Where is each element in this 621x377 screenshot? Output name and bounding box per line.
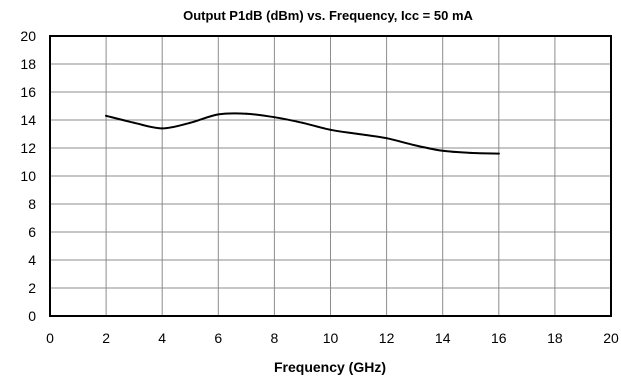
data-point bbox=[105, 114, 108, 117]
x-tick-label: 16 bbox=[491, 330, 507, 346]
grid bbox=[50, 36, 611, 316]
data-point bbox=[413, 144, 416, 147]
x-tick-label: 12 bbox=[379, 330, 395, 346]
x-axis-ticks: 0 2 4 6 8 10 12 14 16 18 20 bbox=[46, 330, 619, 346]
x-axis-label: Frequency (GHz) bbox=[274, 359, 386, 375]
x-tick-label: 2 bbox=[102, 330, 110, 346]
data-point bbox=[217, 113, 220, 116]
data-point bbox=[329, 128, 332, 131]
series-layer bbox=[105, 112, 500, 155]
x-tick-label: 10 bbox=[323, 330, 339, 346]
data-point bbox=[133, 121, 136, 124]
chart-title: Output P1dB (dBm) vs. Frequency, Icc = 5… bbox=[183, 8, 473, 23]
data-point bbox=[441, 149, 444, 152]
x-tick-label: 6 bbox=[214, 330, 222, 346]
data-point bbox=[189, 121, 192, 124]
plot-area-frame bbox=[49, 35, 612, 317]
y-tick-label: 4 bbox=[28, 252, 36, 268]
y-tick-label: 12 bbox=[20, 140, 36, 156]
data-point bbox=[469, 151, 472, 154]
y-tick-label: 10 bbox=[20, 168, 36, 184]
y-tick-label: 2 bbox=[28, 280, 36, 296]
data-point bbox=[301, 121, 304, 124]
x-tick-label: 8 bbox=[271, 330, 279, 346]
data-point bbox=[245, 112, 248, 115]
data-point bbox=[385, 137, 388, 140]
y-tick-label: 16 bbox=[20, 84, 36, 100]
y-tick-label: 0 bbox=[28, 308, 36, 324]
y-tick-label: 18 bbox=[20, 56, 36, 72]
y-tick-label: 14 bbox=[20, 112, 36, 128]
data-point bbox=[497, 152, 500, 155]
x-tick-label: 14 bbox=[435, 330, 451, 346]
data-point bbox=[273, 116, 276, 119]
x-tick-label: 0 bbox=[46, 330, 54, 346]
x-tick-label: 20 bbox=[603, 330, 619, 346]
x-tick-label: 18 bbox=[547, 330, 563, 346]
y-tick-label: 8 bbox=[28, 196, 36, 212]
x-tick-label: 4 bbox=[158, 330, 166, 346]
data-point bbox=[161, 127, 164, 130]
y-tick-label: 6 bbox=[28, 224, 36, 240]
y-tick-label: 20 bbox=[20, 28, 36, 44]
data-point bbox=[357, 133, 360, 135]
y-axis-ticks: 0 2 4 6 8 10 12 14 16 18 20 bbox=[20, 28, 36, 324]
